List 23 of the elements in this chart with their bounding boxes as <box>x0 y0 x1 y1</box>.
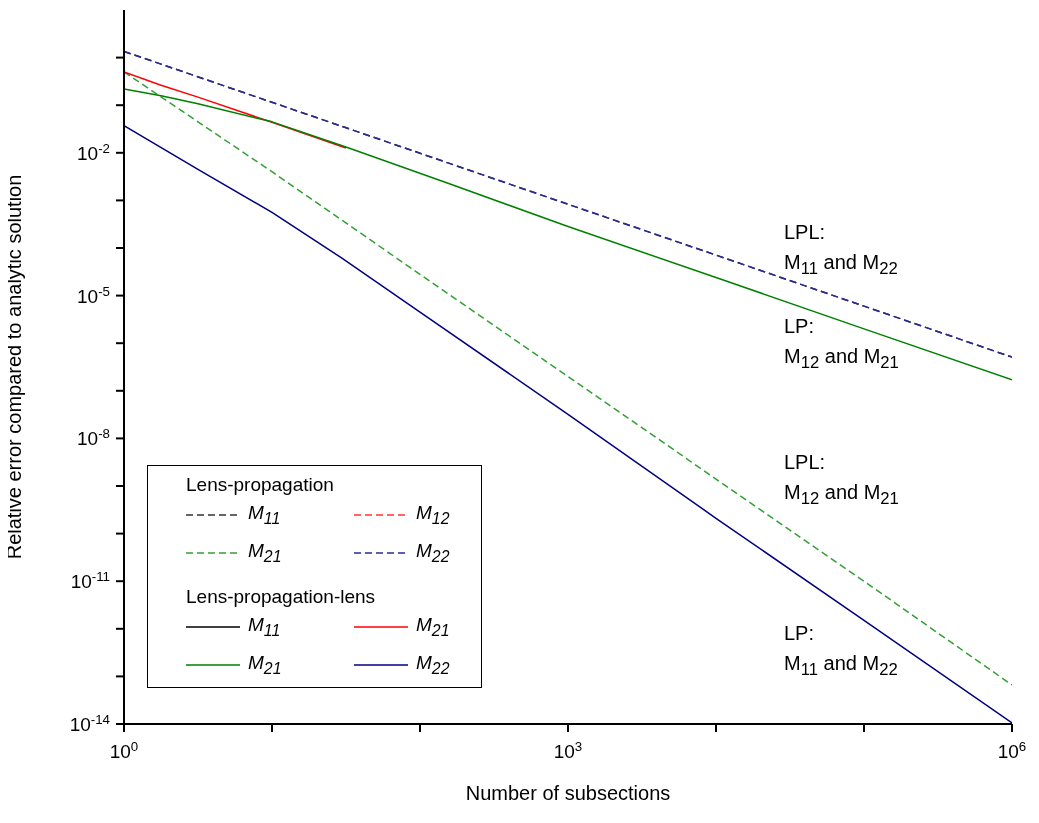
legend-label: M$_{21}$ <box>248 540 282 566</box>
legend-label: M$_{22}$ <box>416 540 450 566</box>
y-tick-label: 10$^{-2}$ <box>77 140 110 164</box>
y-tick-label: 10$^{-14}$ <box>69 711 110 735</box>
annotation: Lens-propagation-lens <box>186 586 377 608</box>
y-tick-label: 10$^{-5}$ <box>77 283 110 307</box>
x-tick-label: 10$^{6}$ <box>997 738 1027 762</box>
legend-label: M$_{21}$ <box>416 614 450 640</box>
x-tick-label: 10$^{3}$ <box>553 738 583 762</box>
y-tick-label: 10$^{-11}$ <box>70 568 110 593</box>
annotation: Lens-propagation <box>186 474 335 496</box>
annotation: LPL: M$_{11}$ and M$_{22}$ <box>784 220 898 280</box>
x-axis-title: Number of subsections <box>465 782 671 804</box>
legend-label: M$_{11}$ <box>248 502 281 528</box>
x-tick-label: 10$^{0}$ <box>109 738 139 762</box>
legend-label: M$_{12}$ <box>416 502 450 528</box>
annotation: LPL: M$_{12}$ and M$_{21}$ <box>784 450 899 510</box>
y-tick-label: 10$^{-8}$ <box>77 425 110 450</box>
annotation: LP: M$_{12}$ and M$_{21}$ <box>784 314 899 374</box>
legend-label: M$_{22}$ <box>416 652 450 678</box>
annotation: LP: M$_{11}$ and M$_{22}$ <box>784 621 898 681</box>
legend-label: M$_{11}$ <box>248 614 281 640</box>
legend-label: M$_{21}$ <box>248 652 282 678</box>
